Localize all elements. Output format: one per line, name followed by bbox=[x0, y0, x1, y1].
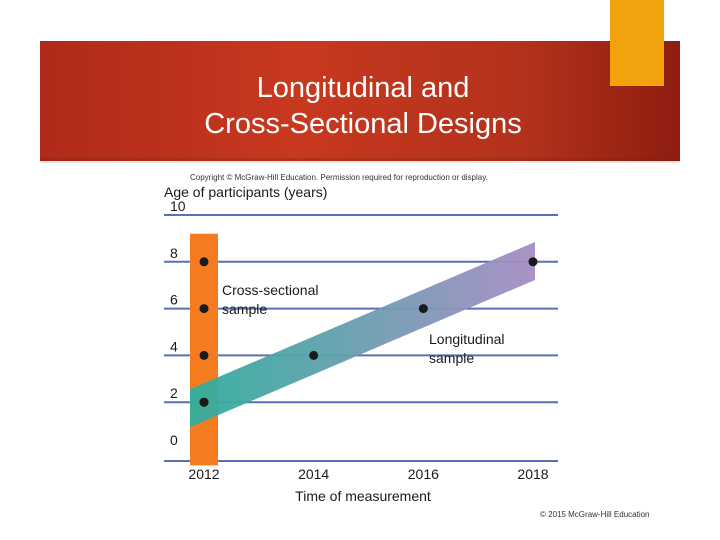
y-tick-label-0: 0 bbox=[170, 432, 178, 448]
slide-title-line1: Longitudinal and bbox=[256, 72, 470, 104]
x-tick-label-2018: 2018 bbox=[517, 466, 548, 482]
cross-sectional-label-line2: sample bbox=[222, 301, 267, 317]
cross-sectional-band bbox=[190, 233, 218, 466]
x-axis-label: Time of measurement bbox=[295, 488, 431, 504]
longitudinal-point-2018-8 bbox=[528, 257, 538, 267]
accent-block bbox=[610, 0, 664, 86]
y-tick-label-8: 8 bbox=[170, 245, 178, 261]
banner-shadow bbox=[40, 158, 680, 164]
slide-title-line2: Cross-Sectional Designs bbox=[204, 108, 522, 140]
footer-copyright: © 2015 McGraw-Hill Education bbox=[540, 510, 650, 519]
x-tick-label-2012: 2012 bbox=[188, 466, 219, 482]
longitudinal-point-2012-2 bbox=[199, 397, 209, 407]
longitudinal-band bbox=[190, 241, 535, 428]
y-tick-label-2: 2 bbox=[170, 385, 178, 401]
longitudinal-label-line1: Longitudinal bbox=[429, 331, 505, 347]
cross-sectional-point-2012-6 bbox=[199, 304, 209, 314]
longitudinal-label-line2: sample bbox=[429, 350, 474, 366]
title-banner bbox=[40, 41, 680, 161]
cross-sectional-point-2012-8 bbox=[199, 257, 209, 267]
slide-title: Longitudinal and Cross-Sectional Designs bbox=[120, 70, 606, 142]
cross-sectional-point-2012-4 bbox=[199, 350, 209, 360]
longitudinal-point-2014-4 bbox=[309, 350, 319, 360]
x-tick-label-2016: 2016 bbox=[408, 466, 439, 482]
y-tick-label-10: 10 bbox=[170, 198, 186, 214]
x-tick-label-2014: 2014 bbox=[298, 466, 329, 482]
y-axis-label: Age of participants (years) bbox=[164, 184, 327, 200]
y-tick-label-4: 4 bbox=[170, 338, 178, 354]
y-tick-label-6: 6 bbox=[170, 292, 178, 308]
longitudinal-point-2016-6 bbox=[418, 304, 428, 314]
cross-sectional-label-line1: Cross-sectional bbox=[222, 282, 318, 298]
copyright-notice: Copyright © McGraw-Hill Education. Permi… bbox=[190, 173, 488, 182]
